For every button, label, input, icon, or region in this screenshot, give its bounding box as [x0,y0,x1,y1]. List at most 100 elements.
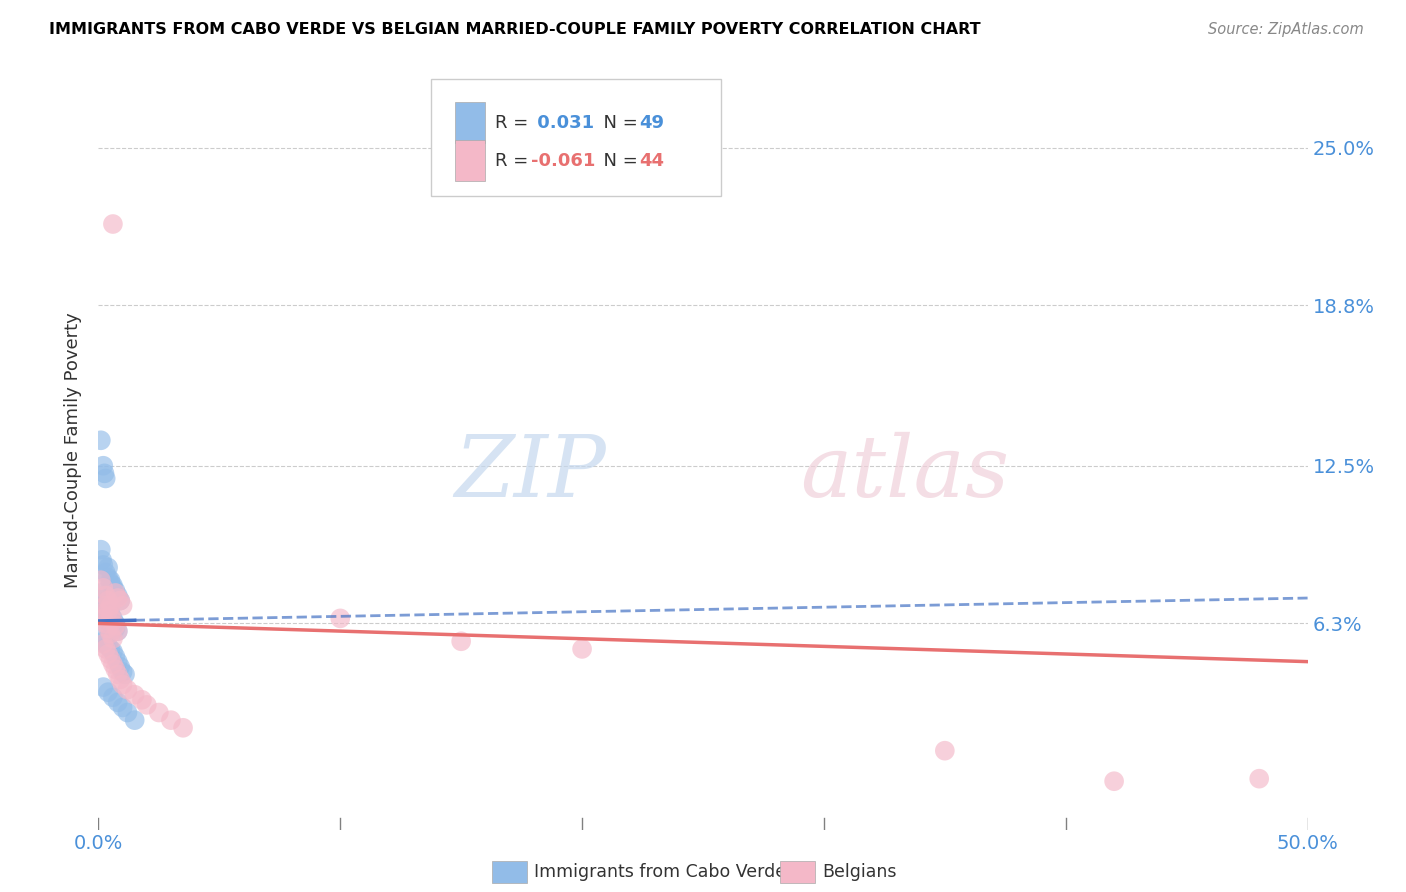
Point [94,566,117,580]
Point [108,593,131,607]
Point [91,634,114,648]
Point [97,560,120,574]
Point [101,619,124,633]
Point [94,637,117,651]
Point [107,667,129,681]
Point [100,626,122,640]
Point [108,659,131,673]
Point [101,611,124,625]
Point [97,647,120,661]
Y-axis label: Married-Couple Family Poverty: Married-Couple Family Poverty [65,312,83,589]
Point [100,575,122,590]
Point [114,667,136,681]
Text: N =: N = [592,152,644,169]
Point [90,542,112,557]
Point [91,637,114,651]
Point [100,652,122,666]
Text: atlas: atlas [800,432,1010,515]
Text: 44: 44 [638,152,664,169]
Point [97,640,120,654]
Point [97,685,120,699]
Point [93,467,115,481]
Point [450,634,472,648]
Point [97,593,120,607]
Point [104,622,127,636]
Point [934,744,956,758]
Point [90,573,112,587]
Point [97,604,120,618]
Point [160,713,183,727]
Point [101,614,124,628]
Point [100,607,122,621]
Point [100,573,122,587]
Point [135,698,157,712]
Point [117,706,139,720]
Text: Source: ZipAtlas.com: Source: ZipAtlas.com [1208,22,1364,37]
Point [91,553,114,567]
Point [90,607,112,621]
Point [91,558,114,572]
Point [101,578,124,592]
Point [90,629,112,643]
Point [108,673,131,687]
Point [1102,774,1125,789]
Point [104,616,127,631]
Point [91,604,114,618]
Text: -0.061: -0.061 [531,152,596,169]
Point [94,599,117,613]
Point [104,662,127,676]
Point [148,706,170,720]
Point [172,721,194,735]
Point [100,641,122,656]
Text: 0.031: 0.031 [531,114,595,132]
Point [94,596,117,610]
Point [1249,772,1271,786]
Point [107,589,129,603]
Point [94,641,117,656]
Point [124,713,146,727]
Point [97,614,120,628]
Bar [456,102,485,144]
Point [104,583,127,598]
Point [94,616,117,631]
Point [97,622,120,636]
Text: N =: N = [592,114,644,132]
Point [107,624,129,639]
Point [111,599,134,613]
Point [91,458,114,473]
Point [94,608,117,623]
Point [104,586,127,600]
Text: IMMIGRANTS FROM CABO VERDE VS BELGIAN MARRIED-COUPLE FAMILY POVERTY CORRELATION : IMMIGRANTS FROM CABO VERDE VS BELGIAN MA… [49,22,981,37]
Point [124,688,146,702]
Point [97,601,120,615]
Bar [456,139,485,181]
Text: R =: R = [495,152,534,169]
Text: Belgians: Belgians [823,863,897,881]
Point [101,217,124,231]
Text: ZIP: ZIP [454,432,606,515]
Point [131,693,153,707]
Text: Immigrants from Cabo Verde: Immigrants from Cabo Verde [534,863,786,881]
Point [104,649,127,664]
Point [107,695,129,709]
Point [101,644,124,658]
Point [100,599,122,613]
Point [94,471,117,485]
Point [97,571,120,585]
Point [108,593,131,607]
Point [571,641,593,656]
Point [117,682,139,697]
Point [101,581,124,595]
Point [111,665,134,679]
Point [101,690,124,705]
Point [91,581,114,595]
Point [94,589,117,603]
Point [101,632,124,646]
Point [107,591,129,605]
Point [91,680,114,694]
Point [90,586,112,600]
Point [91,611,114,625]
Point [107,655,129,669]
Text: 49: 49 [638,114,664,132]
Point [329,611,352,625]
